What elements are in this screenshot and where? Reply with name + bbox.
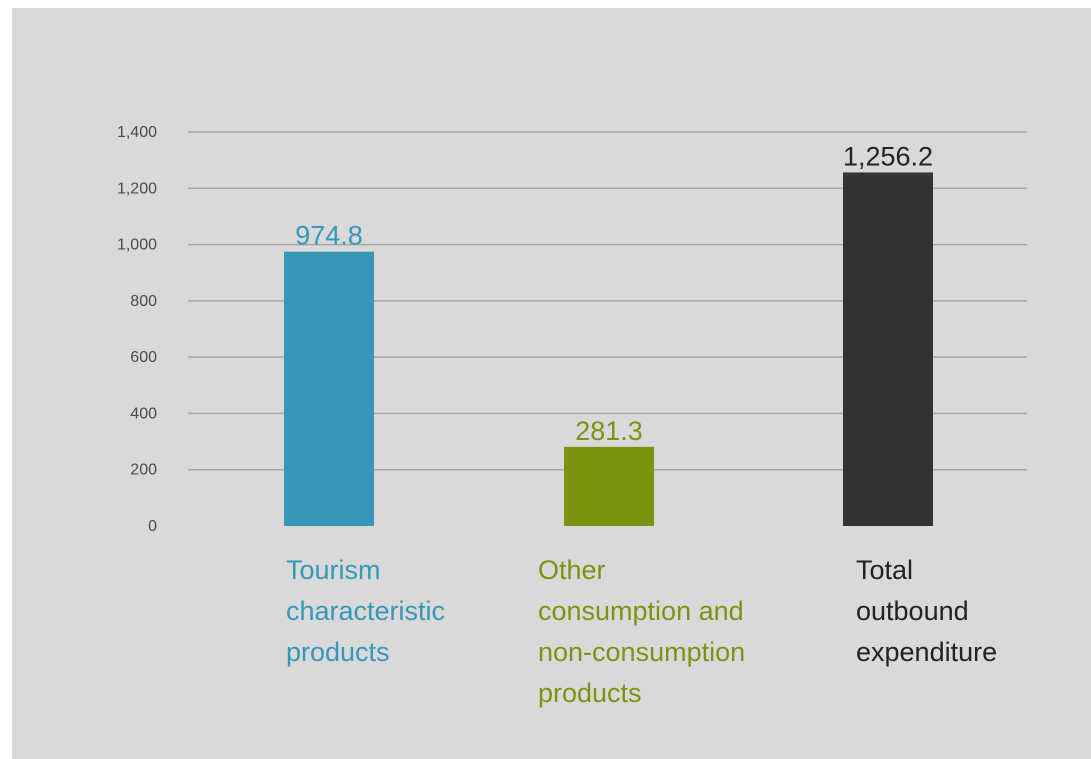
y-tick-label: 600 — [130, 349, 157, 366]
value-label: 974.8 — [295, 221, 363, 251]
y-tick-label: 1,400 — [117, 124, 157, 141]
y-axis-ticks: 0 200 400 600 800 1,000 1,200 1,400 — [117, 124, 157, 535]
category-label-tourism-characteristic-products: Tourism characteristic products — [286, 555, 446, 667]
bars — [284, 172, 933, 526]
y-tick-label: 0 — [148, 518, 157, 535]
y-tick-label: 200 — [130, 462, 157, 479]
value-label: 1,256.2 — [843, 141, 933, 171]
bar — [843, 172, 933, 526]
bar — [284, 251, 374, 526]
bar — [564, 446, 654, 526]
category-label-other-consumption-products: Other consumption and non-consumption pr… — [538, 555, 746, 708]
category-label-total-outbound-expenditure: Total outbound expenditure — [856, 555, 998, 667]
value-labels: 974.8 281.3 1,256.2 — [295, 141, 933, 445]
value-label: 281.3 — [575, 416, 643, 446]
y-tick-label: 400 — [130, 405, 157, 422]
y-tick-label: 800 — [130, 293, 157, 310]
y-tick-label: 1,200 — [117, 180, 157, 197]
y-tick-label: 1,000 — [117, 237, 157, 254]
